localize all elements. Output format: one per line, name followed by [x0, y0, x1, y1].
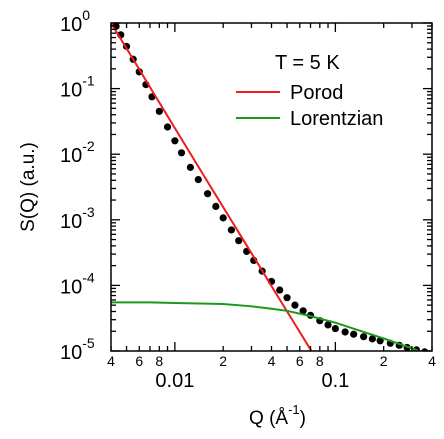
data-point [350, 330, 358, 338]
y-tick-label: 100 [60, 7, 90, 36]
y-tick-label: 10-4 [60, 269, 95, 298]
legend-label-lorentzian: Lorentzian [290, 108, 383, 130]
x-minor-tick-label: 4 [428, 353, 436, 369]
data-point [276, 286, 284, 294]
x-minor-tick-label: 2 [380, 353, 388, 369]
legend-label-porod: Porod [290, 82, 343, 104]
data-point [283, 294, 291, 302]
temperature-annotation: T = 5 K [275, 52, 340, 74]
y-axis-label: S(Q) (a.u.) [18, 142, 39, 232]
data-point [177, 149, 186, 157]
data-point [368, 335, 376, 343]
axis-ticks [110, 22, 433, 352]
x-minor-tick-label: 2 [219, 353, 227, 369]
series-line-porod [111, 23, 313, 351]
data-point [227, 226, 235, 234]
y-tick-label: 10-1 [60, 73, 95, 102]
plot-content [111, 23, 429, 351]
data-point [360, 333, 368, 341]
x-minor-tick-label: 8 [316, 353, 324, 369]
y-tick-label: 10-3 [60, 204, 95, 233]
x-axis-label-exponent: -1 [288, 402, 300, 417]
data-point [341, 328, 349, 336]
y-tick-label: 10-5 [60, 335, 95, 364]
data-point [204, 190, 212, 198]
x-tick-label: 0.1 [321, 370, 349, 392]
data-point [163, 123, 172, 131]
y-tick-label: 10-2 [60, 138, 95, 167]
data-point [194, 176, 202, 184]
x-axis-label-unit: Å [275, 408, 288, 429]
x-minor-tick-label: 8 [155, 353, 163, 369]
x-minor-tick-label: 6 [135, 353, 143, 369]
data-point [171, 137, 179, 145]
x-minor-tick-label: 6 [296, 353, 304, 369]
data-point [291, 301, 299, 309]
x-axis-label: Q (Å-1) [249, 402, 306, 429]
x-axis-label-base: Q ( [249, 408, 276, 429]
x-tick-label: 0.01 [155, 370, 194, 392]
series-line-lorentzian [111, 301, 423, 351]
x-minor-tick-label: 4 [268, 353, 276, 369]
data-point [235, 237, 243, 245]
data-point [212, 202, 220, 211]
x-axis-label-close: ) [300, 408, 306, 429]
data-point [299, 307, 307, 315]
legend: T = 5 K Porod Lorentzian [236, 52, 383, 130]
data-point [186, 163, 195, 171]
data-point [219, 214, 227, 222]
series-data-points [112, 23, 429, 351]
data-point [155, 107, 163, 115]
data-point [376, 337, 384, 345]
data-point [324, 321, 332, 329]
x-minor-tick-label: 4 [107, 353, 115, 369]
data-point [331, 324, 339, 333]
plot-frame [110, 22, 433, 352]
